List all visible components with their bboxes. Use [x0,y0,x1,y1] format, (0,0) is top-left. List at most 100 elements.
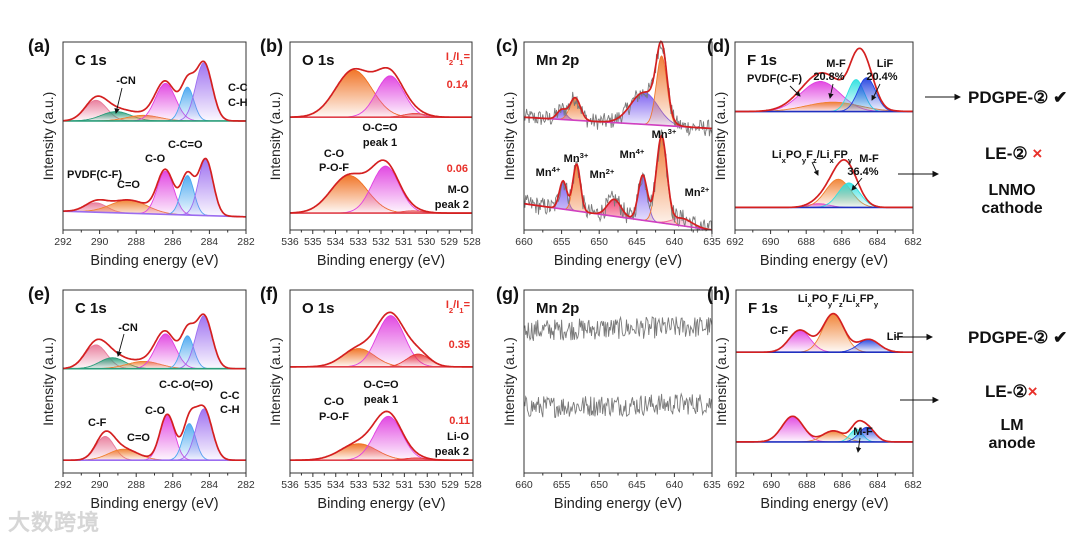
panel-title: Mn 2p [536,52,579,69]
x-tick-label: 534 [327,236,345,248]
plot-frame [523,289,713,474]
peak-annotation: C-H [220,404,240,416]
x-tick-label: 655 [553,479,571,491]
cross-icon: × [1027,382,1038,401]
panel-label: (h) [707,284,730,304]
peak-annotation: C-F [770,325,789,337]
spectrum-bottom [62,157,247,218]
panel-title: C 1s [75,300,107,317]
peak-annotation: 20.8% [813,71,844,83]
envelope-fit-line [523,40,713,130]
x-axis-label: Binding energy (eV) [554,253,682,269]
x-tick-label: 532 [372,236,390,248]
y-axis-label: Intensity (a.u.) [712,92,728,181]
panel-label: (a) [28,36,50,56]
panel-title: Mn 2p [536,300,579,317]
panel-f: 536 535 534 533 532 531 530 529 528 Binding energ… [260,284,482,512]
x-tick-label: 692 [727,479,745,491]
pdgpe-label-bottom: PDGPE-② ✔ [968,328,1068,347]
panel-title: O 1s [302,300,335,317]
peak-annotation: C-C [220,390,240,402]
annotation-arrow [828,83,834,99]
component-peak [290,315,473,368]
panel-label: (e) [28,284,50,304]
spectrum-top [523,315,713,342]
pdgpe-label-top: PDGPE-② ✔ [968,88,1068,107]
peak-annotation: peak 2 [435,199,469,211]
x-tick-label: 645 [628,479,646,491]
x-tick-label: 640 [666,479,684,491]
x-tick-label: 688 [798,479,816,491]
x-tick-label: 684 [869,236,887,248]
component-peak [736,430,913,443]
raw-data-line [523,129,713,238]
electrode-label-top: LNMO cathode [981,182,1043,217]
raw-data-line [523,315,713,342]
y-axis-label: Intensity (a.u.) [501,337,517,426]
annotation-arrow [851,177,863,191]
peak-annotation: -CN [118,322,138,334]
envelope-fit-line [735,47,914,113]
annotation-arrow [811,161,819,176]
panel-label: (f) [260,284,278,304]
component-peak [735,178,913,208]
peak-annotation: O-C=O [363,379,399,391]
le-label-top: LE-② × [985,144,1043,163]
x-tick-label: 650 [590,236,608,248]
spectrum-top [290,311,473,368]
panel-label: (d) [707,36,730,56]
y-axis-label: Intensity (a.u.) [40,92,56,181]
x-tick-label: 688 [797,236,815,248]
peak-annotation: LiF [877,58,894,70]
envelope-fit-line [736,312,913,354]
x-tick-label: 655 [553,236,571,248]
peak-annotation: M-F [859,153,879,165]
spectrum-top [289,66,472,119]
x-tick-label: 690 [763,479,781,491]
peak-annotation: Li-O [447,431,469,443]
peak-annotation: PVDF(C-F) [67,169,122,181]
spectrum-top [62,60,246,122]
x-tick-label: 692 [726,236,744,248]
panel-h: 692 690 688 686 684 682 Binding energy (eV) Int… [707,284,922,512]
x-tick-label: 536 [281,236,299,248]
x-tick-label: 535 [304,236,322,248]
annotation-arrow [855,437,862,453]
envelope-fit-line [290,311,473,368]
x-tick-label: 645 [628,236,646,248]
spectrum-bottom [736,415,913,443]
peak-annotation: Mn2+ [590,167,615,182]
x-tick-label: 282 [237,479,255,491]
spectrum-bottom [289,159,472,214]
x-tick-label: 660 [515,479,533,491]
x-axis-label: Binding energy (eV) [317,496,445,512]
y-axis-label: Intensity (a.u.) [713,337,729,426]
x-tick-label: 640 [666,236,684,248]
peak-annotation: 0.06 [447,163,468,175]
x-tick-label: 290 [91,479,109,491]
x-tick-label: 284 [201,236,219,248]
peak-annotation: C=O [127,432,150,444]
peak-annotation: 0.14 [447,79,469,91]
x-tick-label: 531 [395,236,413,248]
x-tick-label: 635 [703,479,721,491]
y-axis-label: Intensity (a.u.) [267,337,283,426]
x-tick-label: 686 [833,479,851,491]
envelope-fit-line [63,60,246,122]
peak-annotation: P-O-F [319,162,349,174]
panel-d: 692 690 688 686 684 682 Binding energy (eV) Int… [707,36,922,269]
electrode-label-bottom: LM anode [988,417,1036,452]
panel-label: (b) [260,36,283,56]
annotation-arrow [789,85,801,97]
x-axis-label: Binding energy (eV) [317,253,445,269]
y-axis-label: Intensity (a.u.) [40,337,56,426]
peak-annotation: Mn3+ [652,127,677,142]
x-tick-label: 686 [833,236,851,248]
envelope-fit-line [736,415,913,443]
x-tick-label: 536 [281,479,299,491]
x-tick-label: 292 [54,479,72,491]
peak-annotation: C-H [228,97,248,109]
x-axis-label: Binding energy (eV) [554,496,682,512]
x-axis-label: Binding energy (eV) [90,496,218,512]
